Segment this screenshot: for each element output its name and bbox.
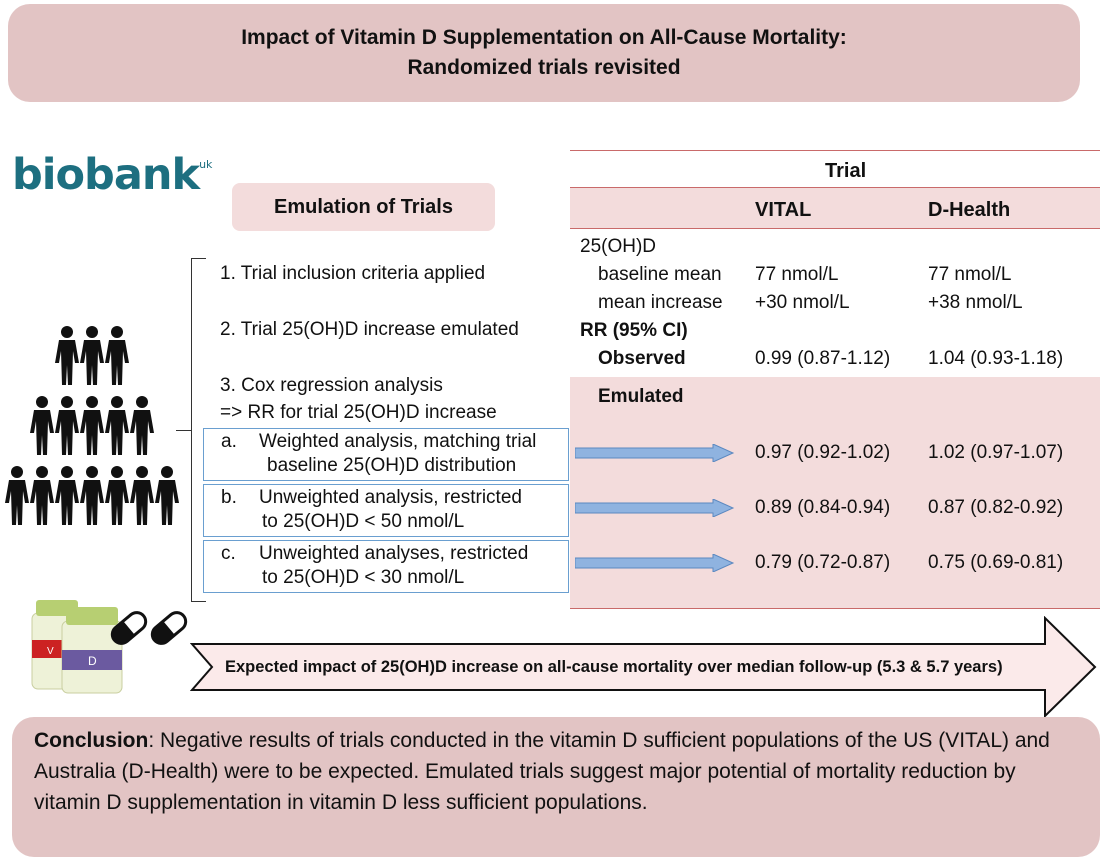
analysis-a-box: a. Weighted analysis, matching trial bas…: [203, 428, 569, 481]
table-top-rule: [570, 150, 1100, 151]
step-2: 2. Trial 25(OH)D increase emulated: [220, 319, 519, 340]
title-line-2: Randomized trials revisited: [407, 56, 681, 79]
table-emulated-band: [570, 377, 1100, 608]
table-header-trial: Trial: [825, 160, 867, 182]
row-25ohd-label: 25(OH)D: [580, 236, 657, 257]
baseline-dhealth: 77 nmol/L: [928, 264, 1012, 285]
baseline-vital: 77 nmol/L: [755, 264, 839, 285]
emulated-c-vital: 0.79 (0.72-0.87): [755, 552, 891, 573]
emulated-a-dhealth: 1.02 (0.97-1.07): [928, 442, 1064, 463]
analysis-b-letter: b.: [221, 487, 237, 508]
bottle-left-label: V: [47, 646, 54, 657]
table-column-header-band: [570, 188, 1100, 229]
vitamin-bottles-icon: V D: [31, 600, 188, 694]
increase-vital: +30 nmol/L: [755, 292, 850, 313]
step-3-result: => RR for trial 25(OH)D increase: [220, 402, 497, 423]
analysis-a-line1: Weighted analysis, matching trial: [259, 431, 537, 452]
population-icon: [5, 326, 179, 525]
analysis-a-letter: a.: [221, 431, 237, 452]
analysis-c-letter: c.: [221, 543, 236, 564]
analysis-a-line2: baseline 25(OH)D distribution: [267, 455, 517, 476]
rr-label: RR (95% CI): [580, 320, 688, 341]
analysis-b-line1: Unweighted analysis, restricted: [259, 487, 522, 508]
analysis-c-line2: to 25(OH)D < 30 nmol/L: [262, 567, 465, 588]
emulation-heading: Emulation of Trials: [232, 183, 495, 231]
title-banner: Impact of Vitamin D Supplementation on A…: [8, 4, 1080, 102]
column-vital: VITAL: [755, 199, 812, 221]
biobank-logo: biobankuk: [12, 150, 212, 200]
column-dhealth: D-Health: [928, 199, 1011, 221]
table-bottom-rule: [570, 608, 1100, 609]
analysis-b-box: b. Unweighted analysis, restricted to 25…: [203, 484, 569, 537]
arrow-b: [575, 499, 735, 517]
emulated-label: Emulated: [598, 386, 684, 407]
expected-impact-text: Expected impact of 25(OH)D increase on a…: [225, 658, 1003, 676]
observed-label: Observed: [598, 348, 686, 369]
analysis-c-line1: Unweighted analyses, restricted: [259, 543, 529, 564]
conclusion-label: Conclusion: [34, 729, 149, 752]
increase-label: mean increase: [598, 292, 723, 313]
step-3: 3. Cox regression analysis: [220, 375, 443, 396]
arrow-a: [575, 444, 735, 462]
logo-text: biobank: [12, 150, 200, 200]
logo-sup: uk: [199, 158, 213, 171]
table-header-rule: [570, 187, 1100, 188]
baseline-label: baseline mean: [598, 264, 722, 285]
step-1: 1. Trial inclusion criteria applied: [220, 263, 486, 284]
expected-impact-arrow: [190, 616, 1097, 718]
arrow-c: [575, 554, 735, 572]
analysis-c-box: c. Unweighted analyses, restricted to 25…: [203, 540, 569, 593]
conclusion-text: : Negative results of trials conducted i…: [34, 729, 1050, 814]
observed-vital: 0.99 (0.87-1.12): [755, 348, 891, 369]
bottle-right-label: D: [88, 654, 97, 668]
bracket-tick: [176, 430, 191, 431]
emulated-c-dhealth: 0.75 (0.69-0.81): [928, 552, 1064, 573]
analysis-b-line2: to 25(OH)D < 50 nmol/L: [262, 511, 465, 532]
title-line-1: Impact of Vitamin D Supplementation on A…: [241, 26, 847, 49]
emulated-b-dhealth: 0.87 (0.82-0.92): [928, 497, 1064, 518]
emulated-b-vital: 0.89 (0.84-0.94): [755, 497, 891, 518]
emulated-a-vital: 0.97 (0.92-1.02): [755, 442, 891, 463]
increase-dhealth: +38 nmol/L: [928, 292, 1023, 313]
steps-bracket: [191, 258, 206, 602]
conclusion-box: Conclusion: Negative results of trials c…: [12, 717, 1100, 857]
observed-dhealth: 1.04 (0.93-1.18): [928, 348, 1064, 369]
